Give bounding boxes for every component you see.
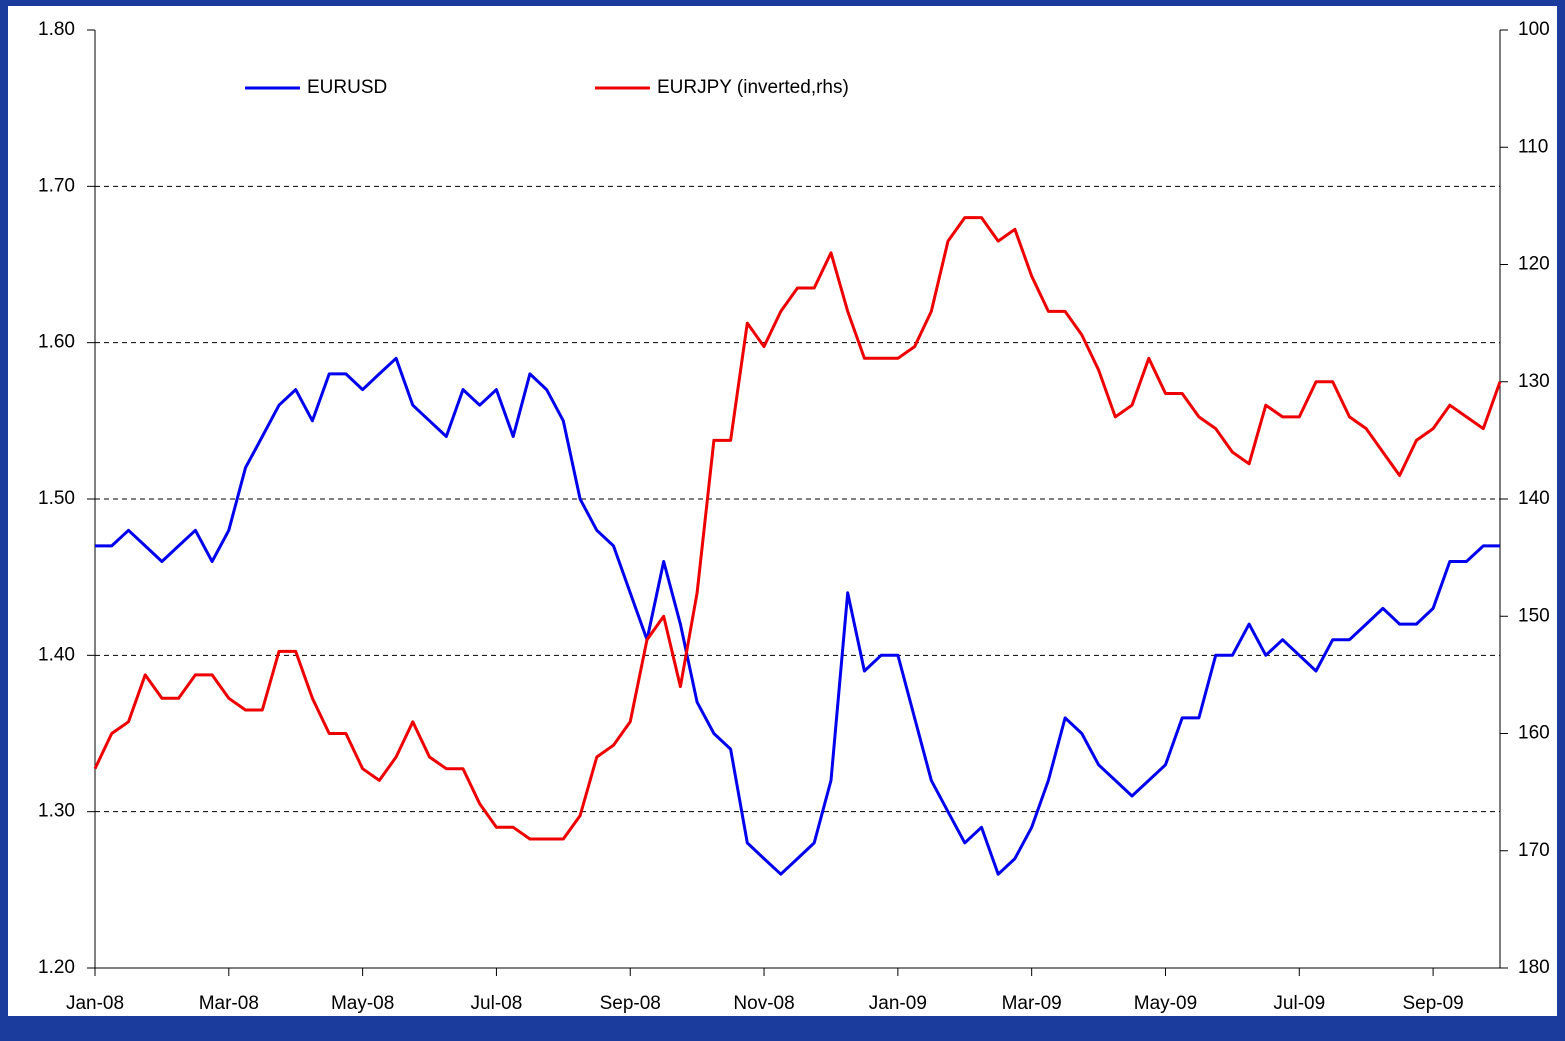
y2-tick-label: 100 [1518, 19, 1550, 40]
legend-label: EURJPY (inverted,rhs) [657, 77, 849, 98]
x-tick-label: Jan-08 [66, 993, 124, 1014]
y-tick-label: 1.80 [38, 19, 75, 40]
y-tick-label: 1.20 [38, 957, 75, 978]
y2-tick-label: 140 [1518, 488, 1550, 509]
x-tick-label: Jul-08 [471, 993, 523, 1014]
y-tick-label: 1.70 [38, 175, 75, 196]
x-tick-label: Mar-08 [199, 993, 259, 1014]
chart-panel [8, 6, 1557, 1016]
x-tick-label: May-09 [1134, 993, 1197, 1014]
y2-tick-label: 150 [1518, 605, 1550, 626]
x-tick-label: Jan-09 [869, 993, 927, 1014]
x-tick-label: May-08 [331, 993, 394, 1014]
y2-tick-label: 110 [1518, 136, 1548, 157]
y2-tick-label: 180 [1518, 957, 1550, 978]
series-line [95, 356, 1500, 876]
series-line [93, 216, 1502, 841]
y-tick-label: 1.30 [38, 801, 75, 822]
y2-tick-label: 160 [1518, 723, 1550, 744]
x-tick-label: Mar-09 [1002, 993, 1062, 1014]
x-tick-label: Sep-09 [1402, 993, 1463, 1014]
y-tick-label: 1.50 [38, 488, 75, 509]
y-tick-label: 1.60 [38, 332, 75, 353]
y2-tick-label: 130 [1518, 371, 1550, 392]
x-tick-label: Sep-08 [600, 993, 661, 1014]
y2-tick-label: 170 [1518, 840, 1550, 861]
x-tick-label: Nov-08 [733, 993, 794, 1014]
y-tick-label: 1.40 [38, 644, 75, 665]
legend-label: EURUSD [307, 77, 387, 98]
y2-tick-label: 120 [1518, 254, 1550, 275]
x-tick-label: Jul-09 [1273, 993, 1325, 1014]
